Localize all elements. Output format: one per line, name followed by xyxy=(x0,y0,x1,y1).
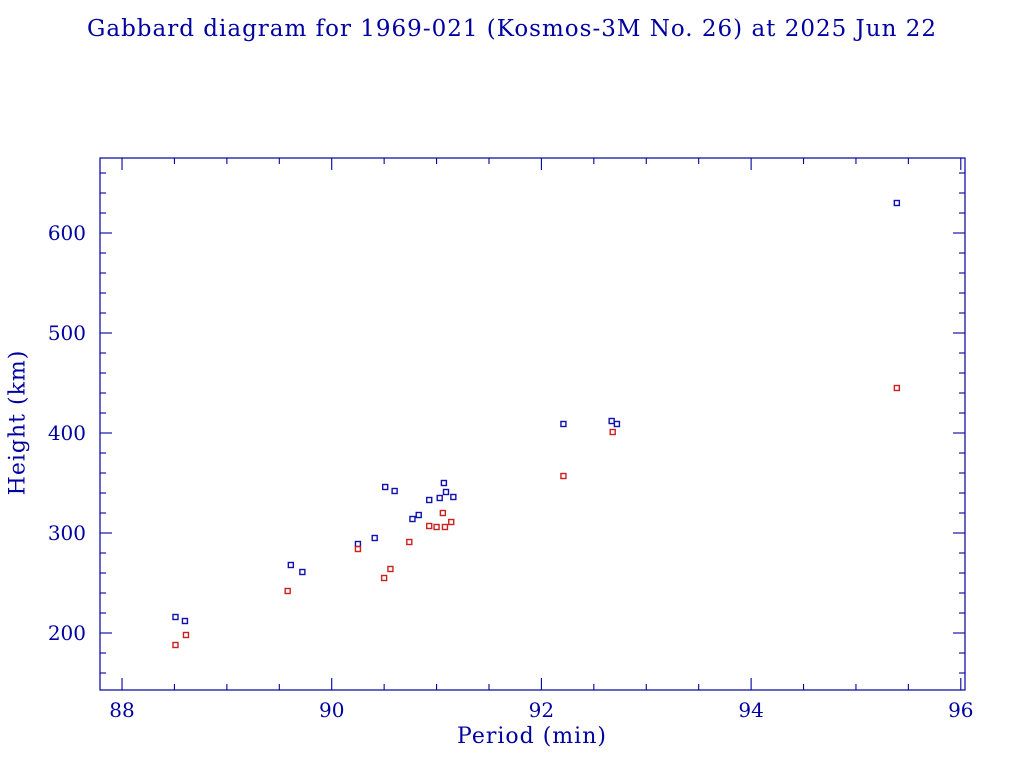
perigee-marker xyxy=(406,538,413,546)
perigee-marker xyxy=(284,587,291,595)
x-axis-label: Period (min) xyxy=(457,724,607,749)
y-tick-label: 500 xyxy=(48,321,86,345)
perigee-marker xyxy=(354,545,362,553)
y-tick-label: 300 xyxy=(48,521,86,545)
apogee-marker xyxy=(450,493,457,501)
x-tick-label: 88 xyxy=(109,698,134,722)
perigee-marker xyxy=(172,641,179,649)
perigee-marker xyxy=(609,428,616,436)
apogee-marker xyxy=(391,487,398,495)
perigee-marker xyxy=(182,631,190,639)
apogee-marker xyxy=(613,420,621,428)
apogee-marker xyxy=(409,515,416,523)
apogee-marker xyxy=(442,488,450,496)
perigee-marker xyxy=(380,574,388,582)
apogee-marker xyxy=(172,613,179,621)
perigee-marker xyxy=(893,384,901,392)
apogee-marker xyxy=(560,420,567,428)
perigee-marker xyxy=(441,523,449,531)
apogee-marker xyxy=(436,494,443,502)
x-tick-label: 94 xyxy=(738,698,763,722)
x-tick-label: 90 xyxy=(319,698,344,722)
y-axis-label: Height (km) xyxy=(5,349,31,496)
chart-title: Gabbard diagram for 1969-021 (Kosmos-3M … xyxy=(87,16,937,42)
apogee-marker xyxy=(354,540,362,548)
perigee-marker xyxy=(439,509,447,517)
x-tick-label: 92 xyxy=(529,698,554,722)
y-tick-label: 200 xyxy=(48,621,86,645)
y-tick-label: 400 xyxy=(48,421,86,445)
apogee-marker xyxy=(608,417,615,425)
perigee-marker xyxy=(433,523,440,531)
x-tick-label: 96 xyxy=(948,698,973,722)
apogee-marker xyxy=(381,483,389,491)
apogee-marker xyxy=(371,534,378,542)
perigee-marker xyxy=(387,565,394,573)
perigee-marker xyxy=(426,522,433,530)
apogee-marker xyxy=(287,561,295,569)
plot-frame xyxy=(99,157,966,691)
apogee-marker xyxy=(893,199,901,207)
perigee-marker xyxy=(560,472,567,480)
apogee-marker xyxy=(415,511,422,519)
y-tick-label: 600 xyxy=(48,221,86,245)
perigee-marker xyxy=(448,518,455,526)
apogee-marker xyxy=(299,568,306,576)
apogee-marker xyxy=(440,479,448,487)
apogee-marker xyxy=(181,617,189,625)
apogee-marker xyxy=(426,496,433,504)
